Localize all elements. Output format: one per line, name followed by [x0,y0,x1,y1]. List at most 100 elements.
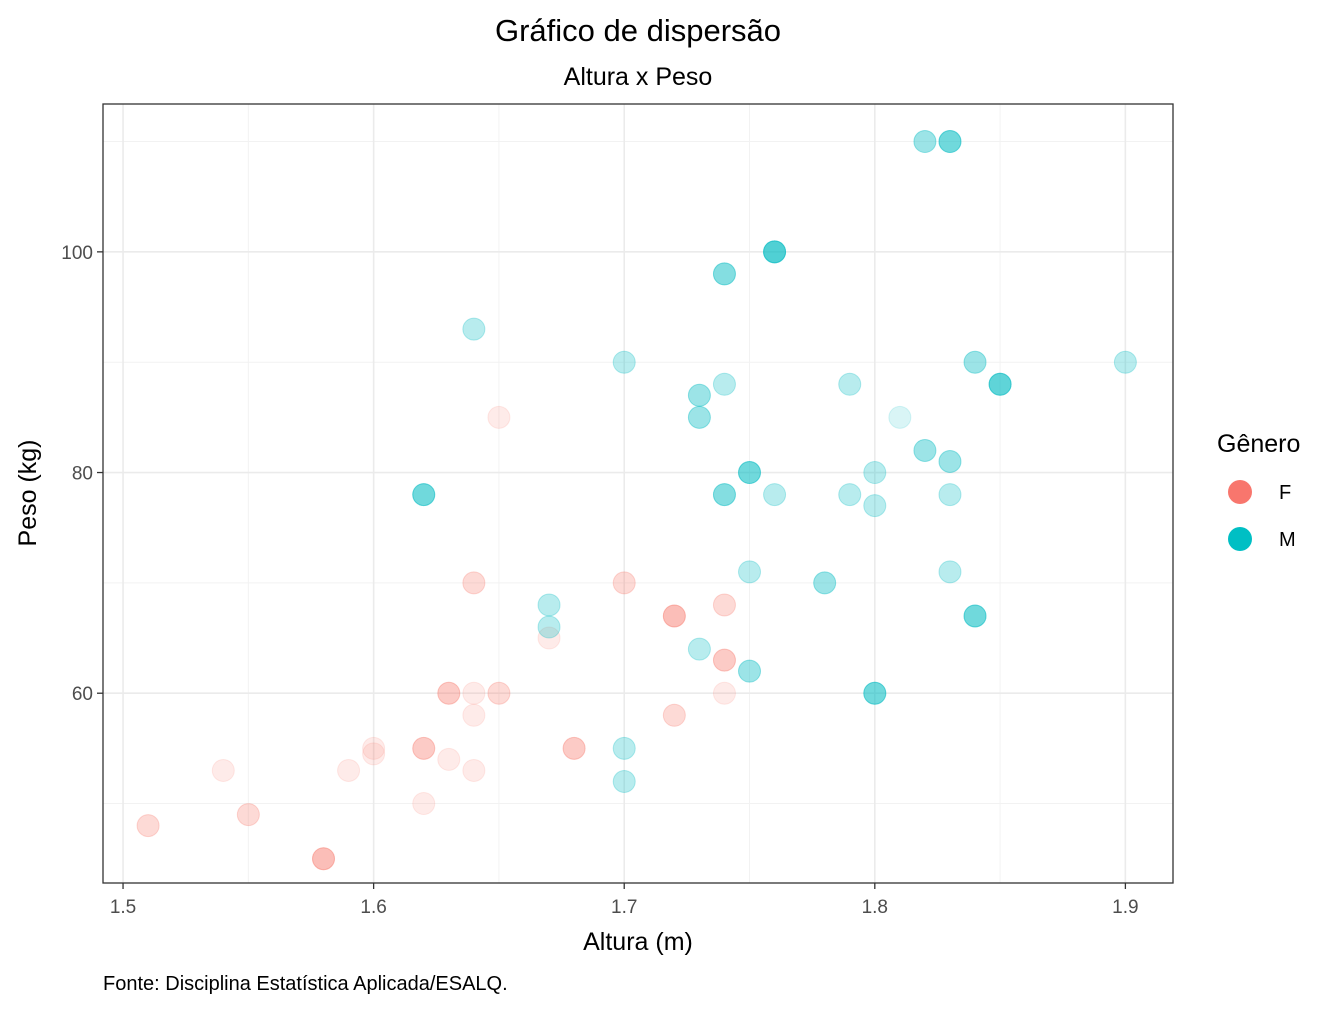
data-point-m [738,560,762,584]
data-point-m [863,681,887,705]
data-point-m [738,461,762,485]
data-point-m [712,483,736,507]
data-point-f [487,681,511,705]
data-point-m [888,405,912,429]
data-point-m [612,736,636,760]
y-tick-label: 100 [61,243,93,264]
data-point-m [988,372,1012,396]
data-point-m [938,483,962,507]
data-point-f [412,736,436,760]
data-point-m [712,262,736,286]
data-point-m [712,262,736,286]
data-point-m [963,604,987,628]
x-tick-label: 1.8 [862,897,888,918]
data-point-f [136,814,160,838]
data-point-f [487,405,511,429]
legend: Gênero FM [1217,430,1300,551]
data-point-m [687,383,711,407]
data-point-m [687,405,711,429]
data-point-m [738,461,762,485]
data-point-m [738,659,762,683]
data-point-m [763,240,787,264]
data-point-f [462,571,486,595]
data-point-m [412,483,436,507]
data-point-m [963,350,987,374]
x-axis-label: Altura (m) [583,928,693,956]
data-point-f [312,847,336,871]
data-point-m [712,483,736,507]
data-point-f [437,747,461,771]
legend-key-f [1228,480,1252,504]
data-point-m [537,593,561,617]
data-point-m [763,240,787,264]
data-point-m [763,483,787,507]
legend-label-f: F [1279,482,1291,504]
data-point-m [963,604,987,628]
data-point-m [838,372,862,396]
data-point-f [662,703,686,727]
data-point-f [712,681,736,705]
data-point-f [462,758,486,782]
data-point-f [462,681,486,705]
data-point-m [537,615,561,639]
data-point-m [938,450,962,474]
axes: 1.5 1.6 1.7 1.8 1.9 60 80 100 [61,243,1138,918]
data-point-m [687,383,711,407]
data-point-m [938,483,962,507]
data-point-m [988,372,1012,396]
chart-subtitle: Altura x Peso [564,63,713,91]
points [136,130,1137,871]
data-point-m [738,659,762,683]
y-axis-label: Peso (kg) [14,440,42,547]
data-point-f [412,736,436,760]
data-point-m [763,240,787,264]
data-point-f [211,758,235,782]
data-point-m [938,130,962,154]
data-point-m [838,372,862,396]
data-point-m [913,130,937,154]
x-tick-label: 1.9 [1112,897,1138,918]
data-point-m [763,240,787,264]
data-point-f [362,742,386,766]
data-point-f [562,736,586,760]
data-point-m [537,593,561,617]
data-point-f [562,736,586,760]
data-point-f [612,571,636,595]
data-point-m [963,604,987,628]
data-point-m [738,461,762,485]
data-point-f [312,847,336,871]
data-point-f [337,758,361,782]
data-point-m [738,659,762,683]
data-point-f [537,626,561,650]
data-point-m [938,130,962,154]
data-point-m [738,461,762,485]
data-point-f [662,604,686,628]
data-point-m [988,372,1012,396]
data-point-m [913,438,937,462]
data-point-f [712,648,736,672]
data-point-m [963,350,987,374]
data-point-m [938,560,962,584]
legend-entries: FM [1228,480,1296,551]
data-point-m [863,494,887,518]
data-point-f [487,681,511,705]
chart-title: Gráfico de dispersão [495,13,781,48]
data-point-m [938,130,962,154]
data-point-m [738,461,762,485]
data-point-m [838,483,862,507]
data-point-f [312,847,336,871]
data-point-m [612,736,636,760]
data-point-m [738,560,762,584]
data-point-m [913,130,937,154]
data-point-m [763,240,787,264]
data-point-m [687,405,711,429]
data-point-m [863,461,887,485]
data-point-m [712,262,736,286]
legend-title: Gênero [1217,430,1300,458]
data-point-f [437,681,461,705]
data-point-m [863,681,887,705]
data-point-m [687,637,711,661]
data-point-m [712,372,736,396]
